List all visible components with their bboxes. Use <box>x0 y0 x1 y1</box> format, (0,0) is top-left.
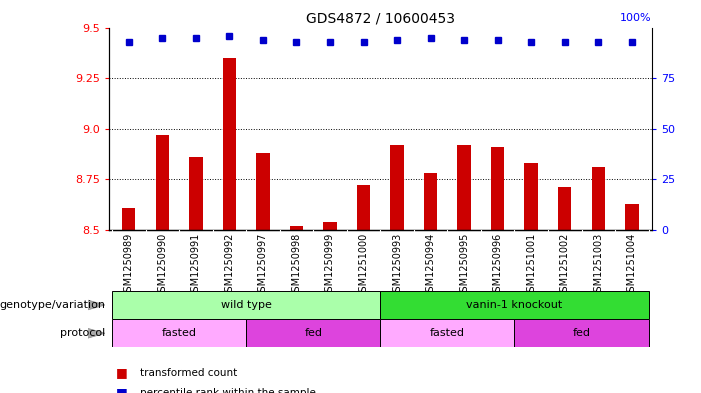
Text: fed: fed <box>573 328 590 338</box>
Bar <box>112 291 381 319</box>
Text: GSM1250999: GSM1250999 <box>325 232 335 298</box>
Text: genotype/variation: genotype/variation <box>0 300 105 310</box>
Text: GSM1250996: GSM1250996 <box>493 232 503 298</box>
Text: percentile rank within the sample: percentile rank within the sample <box>140 387 316 393</box>
Text: GDS4872 / 10600453: GDS4872 / 10600453 <box>306 12 455 26</box>
Bar <box>112 319 246 347</box>
Text: GSM1251002: GSM1251002 <box>559 232 570 298</box>
Text: transformed count: transformed count <box>140 368 238 378</box>
Bar <box>625 204 639 230</box>
Text: vanin-1 knockout: vanin-1 knockout <box>466 300 563 310</box>
Bar <box>558 187 571 230</box>
Bar <box>524 163 538 230</box>
Text: GSM1250989: GSM1250989 <box>124 232 134 298</box>
Text: GSM1251000: GSM1251000 <box>358 232 369 298</box>
Text: GSM1250998: GSM1250998 <box>292 232 301 298</box>
Bar <box>290 226 303 230</box>
Bar <box>357 185 370 230</box>
Text: protocol: protocol <box>60 328 105 338</box>
Bar <box>156 135 169 230</box>
Text: GSM1250993: GSM1250993 <box>392 232 402 298</box>
Bar <box>246 319 381 347</box>
Text: GSM1250994: GSM1250994 <box>426 232 435 298</box>
Bar <box>323 222 336 230</box>
Text: ■: ■ <box>116 386 128 393</box>
Text: fasted: fasted <box>430 328 465 338</box>
Text: GSM1250991: GSM1250991 <box>191 232 201 298</box>
Bar <box>122 208 135 230</box>
Text: GSM1251004: GSM1251004 <box>627 232 637 298</box>
Text: ■: ■ <box>116 366 128 380</box>
Bar <box>390 145 404 230</box>
Bar <box>256 153 270 230</box>
Text: wild type: wild type <box>221 300 271 310</box>
Text: GSM1250990: GSM1250990 <box>157 232 168 298</box>
Text: GSM1250992: GSM1250992 <box>224 232 234 298</box>
Bar <box>424 173 437 230</box>
Bar <box>515 319 648 347</box>
Bar <box>223 58 236 230</box>
Text: GSM1250997: GSM1250997 <box>258 232 268 298</box>
Text: GSM1250995: GSM1250995 <box>459 232 469 298</box>
Bar <box>491 147 505 230</box>
Bar <box>381 291 648 319</box>
Bar <box>592 167 605 230</box>
Text: fasted: fasted <box>161 328 196 338</box>
Text: 100%: 100% <box>620 13 652 24</box>
Bar <box>458 145 471 230</box>
Polygon shape <box>88 328 105 338</box>
Polygon shape <box>88 300 105 310</box>
Bar <box>189 157 203 230</box>
Text: fed: fed <box>304 328 322 338</box>
Text: GSM1251001: GSM1251001 <box>526 232 536 298</box>
Bar <box>381 319 515 347</box>
Text: GSM1251003: GSM1251003 <box>593 232 604 298</box>
